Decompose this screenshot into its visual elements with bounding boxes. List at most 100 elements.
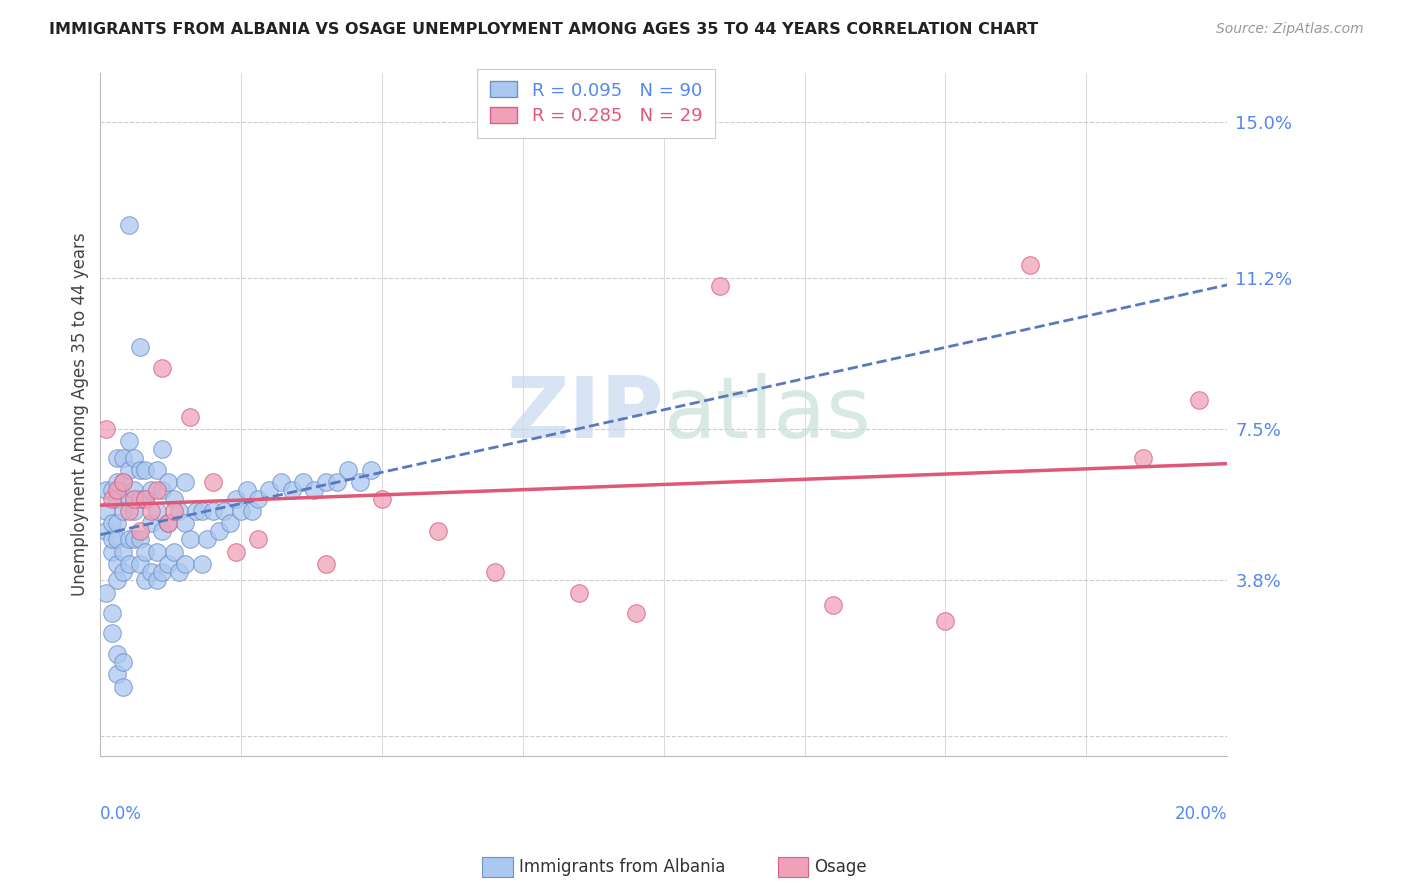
Point (270, 475, 292, 490)
Point (105, 450, 128, 465)
Point (94, 422, 117, 436)
Point (173, 475, 195, 490)
Text: IMMIGRANTS FROM ALBANIA VS OSAGE UNEMPLOYMENT AMONG AGES 35 TO 44 YEARS CORRELAT: IMMIGRANTS FROM ALBANIA VS OSAGE UNEMPLO… (49, 22, 1039, 37)
Point (128, 557, 150, 571)
Point (1019, 259, 1042, 273)
Point (128, 524, 150, 539)
Point (145, 574, 167, 588)
Point (259, 483, 281, 498)
Point (122, 504, 145, 518)
Point (122, 483, 145, 498)
Point (184, 504, 207, 518)
Point (117, 491, 139, 506)
Point (117, 463, 139, 477)
Point (128, 463, 150, 477)
Text: 0.0%: 0.0% (100, 805, 142, 823)
Point (208, 524, 231, 539)
Point (94, 585, 117, 599)
Point (292, 475, 315, 490)
Point (105, 667, 128, 681)
Point (94, 524, 117, 539)
Point (128, 533, 150, 547)
Point (304, 483, 326, 498)
Point (247, 491, 270, 506)
Point (145, 544, 167, 558)
Point (568, 585, 591, 599)
Point (100, 491, 122, 506)
Point (145, 463, 167, 477)
Point (202, 504, 225, 518)
Point (105, 574, 128, 588)
Point (117, 218, 139, 232)
Point (167, 504, 190, 518)
Point (100, 606, 122, 620)
Text: Osage: Osage (814, 858, 866, 876)
Point (105, 647, 128, 661)
Point (111, 544, 134, 558)
Point (117, 504, 139, 518)
Point (162, 491, 184, 506)
Point (122, 491, 145, 506)
Point (150, 565, 173, 579)
Point (484, 565, 506, 579)
Point (105, 557, 128, 571)
Point (134, 574, 156, 588)
Point (179, 533, 201, 547)
Text: Source: ZipAtlas.com: Source: ZipAtlas.com (1216, 22, 1364, 37)
Point (150, 360, 173, 375)
Point (100, 626, 122, 640)
Point (709, 278, 731, 293)
Point (236, 483, 259, 498)
Point (202, 475, 225, 490)
Point (111, 565, 134, 579)
Point (337, 463, 360, 477)
Point (242, 504, 264, 518)
Point (105, 491, 128, 506)
Point (100, 544, 122, 558)
Point (122, 533, 145, 547)
Point (94, 504, 117, 518)
Point (128, 340, 150, 354)
Point (105, 516, 128, 530)
Point (100, 533, 122, 547)
Point (349, 475, 371, 490)
Point (315, 475, 337, 490)
Point (190, 557, 212, 571)
Point (162, 504, 184, 518)
Point (134, 491, 156, 506)
Point (360, 463, 382, 477)
Point (219, 516, 242, 530)
Point (117, 557, 139, 571)
Point (111, 475, 134, 490)
Point (315, 557, 337, 571)
Point (427, 524, 450, 539)
Text: 20.0%: 20.0% (1174, 805, 1227, 823)
Point (117, 533, 139, 547)
Text: atlas: atlas (664, 373, 872, 456)
Point (150, 483, 173, 498)
Point (94, 483, 117, 498)
Point (105, 475, 128, 490)
Point (145, 504, 167, 518)
Point (122, 450, 145, 465)
Point (326, 475, 349, 490)
Point (167, 565, 190, 579)
Point (190, 504, 212, 518)
Point (150, 524, 173, 539)
Point (105, 533, 128, 547)
Point (139, 516, 162, 530)
Text: ZIP: ZIP (506, 373, 664, 456)
Point (111, 450, 134, 465)
Point (197, 533, 219, 547)
Point (173, 557, 195, 571)
Point (156, 475, 179, 490)
Point (111, 680, 134, 694)
Point (934, 614, 956, 628)
Point (156, 516, 179, 530)
Legend: R = 0.095   N = 90, R = 0.285   N = 29: R = 0.095 N = 90, R = 0.285 N = 29 (478, 69, 714, 137)
Point (225, 491, 247, 506)
Point (214, 504, 236, 518)
Point (105, 483, 128, 498)
Point (156, 557, 179, 571)
Point (139, 483, 162, 498)
